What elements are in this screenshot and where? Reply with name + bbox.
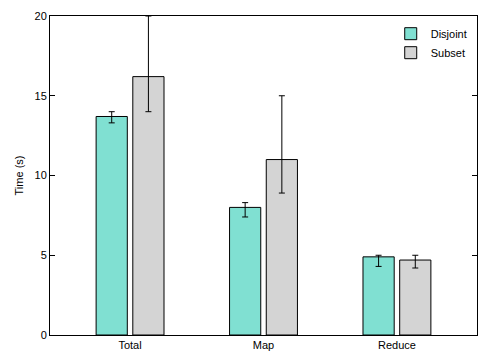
svg-text:15: 15 (35, 90, 47, 102)
svg-text:Total: Total (118, 339, 141, 351)
svg-text:Reduce: Reduce (378, 339, 416, 351)
svg-text:20: 20 (35, 10, 47, 22)
svg-text:5: 5 (41, 249, 47, 261)
svg-text:Subset: Subset (431, 47, 465, 59)
svg-text:Time (s): Time (s) (13, 156, 25, 196)
svg-text:Disjoint: Disjoint (431, 28, 467, 40)
svg-text:0: 0 (41, 329, 47, 341)
svg-text:Map: Map (253, 339, 274, 351)
svg-text:10: 10 (35, 169, 47, 181)
